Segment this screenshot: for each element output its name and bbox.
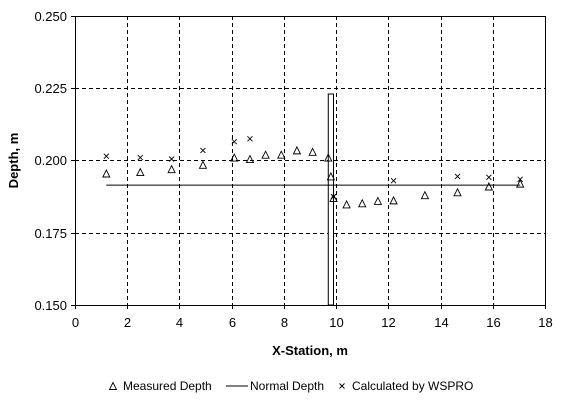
y-tick-label: 0.175 [34, 226, 67, 241]
measured-depth-point [342, 199, 351, 209]
legend-item-measured-depth: Measured Depth [108, 379, 212, 393]
wspro-point-stroke [454, 173, 461, 180]
measured-depth-point [136, 167, 145, 177]
measured-depth-point [326, 171, 336, 181]
plot-border [75, 16, 546, 306]
measured-depth-point [389, 195, 398, 205]
measured-depth-point [515, 179, 525, 188]
legend: Measured Depth Normal Depth Calculated b… [108, 379, 473, 393]
wspro-point-stroke [200, 147, 206, 154]
legend-marker-x [339, 383, 345, 389]
series-layer [102, 136, 525, 209]
x-tick-label: 2 [124, 315, 131, 330]
wspro-point [137, 154, 144, 161]
x-tick-label: 0 [72, 315, 79, 330]
wspro-series [103, 136, 524, 200]
legend-marker-triangle [108, 381, 118, 390]
wspro-point-stroke [339, 383, 345, 389]
measured-depth-point [420, 190, 430, 200]
y-tick-label: 0.200 [34, 153, 67, 168]
x-tick-label: 16 [486, 315, 500, 330]
measured-depth-point [357, 198, 367, 208]
measured-depth-point [308, 147, 317, 156]
wspro-point [454, 173, 461, 180]
measured-depth-point [373, 196, 383, 205]
wspro-point [231, 138, 238, 145]
legend-label-normal-depth: Normal Depth [250, 379, 324, 393]
wspro-point-stroke [103, 153, 110, 159]
legend-label-calculated-by-wspro: Calculated by WSPRO [352, 379, 473, 393]
x-axis-title: X-Station, m [272, 343, 348, 358]
measured-depth-point [324, 153, 333, 162]
wspro-point [486, 174, 492, 181]
wspro-point-stroke [168, 156, 175, 162]
wspro-point-stroke [231, 138, 238, 145]
measured-depth-point [102, 168, 111, 178]
measured-depth-point [230, 153, 239, 162]
x-tick-label: 12 [381, 315, 395, 330]
measured-depth-point [277, 150, 286, 159]
wspro-point [168, 156, 175, 162]
wspro-point [103, 153, 110, 159]
wspro-point-stroke [247, 136, 253, 142]
legend-item-calculated-by-wspro: Calculated by WSPRO [339, 379, 473, 393]
tick-labels: 0 2 4 6 8 10 12 14 16 18 0.150 0.175 0.200 0.225 0.250 [34, 9, 552, 330]
wspro-point-stroke [517, 176, 524, 183]
x-tick-label: 14 [434, 315, 448, 330]
wspro-point [390, 177, 397, 184]
wspro-point-stroke [390, 177, 397, 184]
x-tick-label: 10 [329, 315, 343, 330]
wspro-point-stroke [137, 154, 144, 161]
y-tick-label: 0.225 [34, 81, 67, 96]
y-tick-label: 0.250 [34, 9, 67, 24]
measured-depth-point [245, 154, 255, 164]
measured-depth-point [292, 145, 302, 155]
measured-depth-point [198, 160, 208, 169]
measured-depth-point [484, 182, 494, 191]
legend-item-normal-depth: Normal Depth [226, 379, 324, 393]
measured-depth-point [261, 150, 270, 159]
measured-depth-point [167, 164, 176, 174]
wspro-point-stroke [330, 193, 337, 200]
measured-depth-series [102, 145, 525, 209]
y-tick-label: 0.150 [34, 298, 67, 313]
wspro-point-stroke [486, 174, 492, 181]
measured-depth-point [453, 187, 462, 197]
wspro-point [517, 176, 524, 183]
x-tick-label: 4 [176, 315, 183, 330]
grid [75, 16, 545, 305]
wspro-point [247, 136, 253, 142]
x-tick-label: 6 [229, 315, 236, 330]
y-axis-title: Depth, m [6, 133, 21, 189]
x-tick-label: 8 [281, 315, 288, 330]
legend-label-measured-depth: Measured Depth [123, 379, 212, 393]
wspro-point [330, 193, 337, 200]
wspro-point [200, 147, 206, 154]
x-tick-label: 18 [538, 315, 552, 330]
